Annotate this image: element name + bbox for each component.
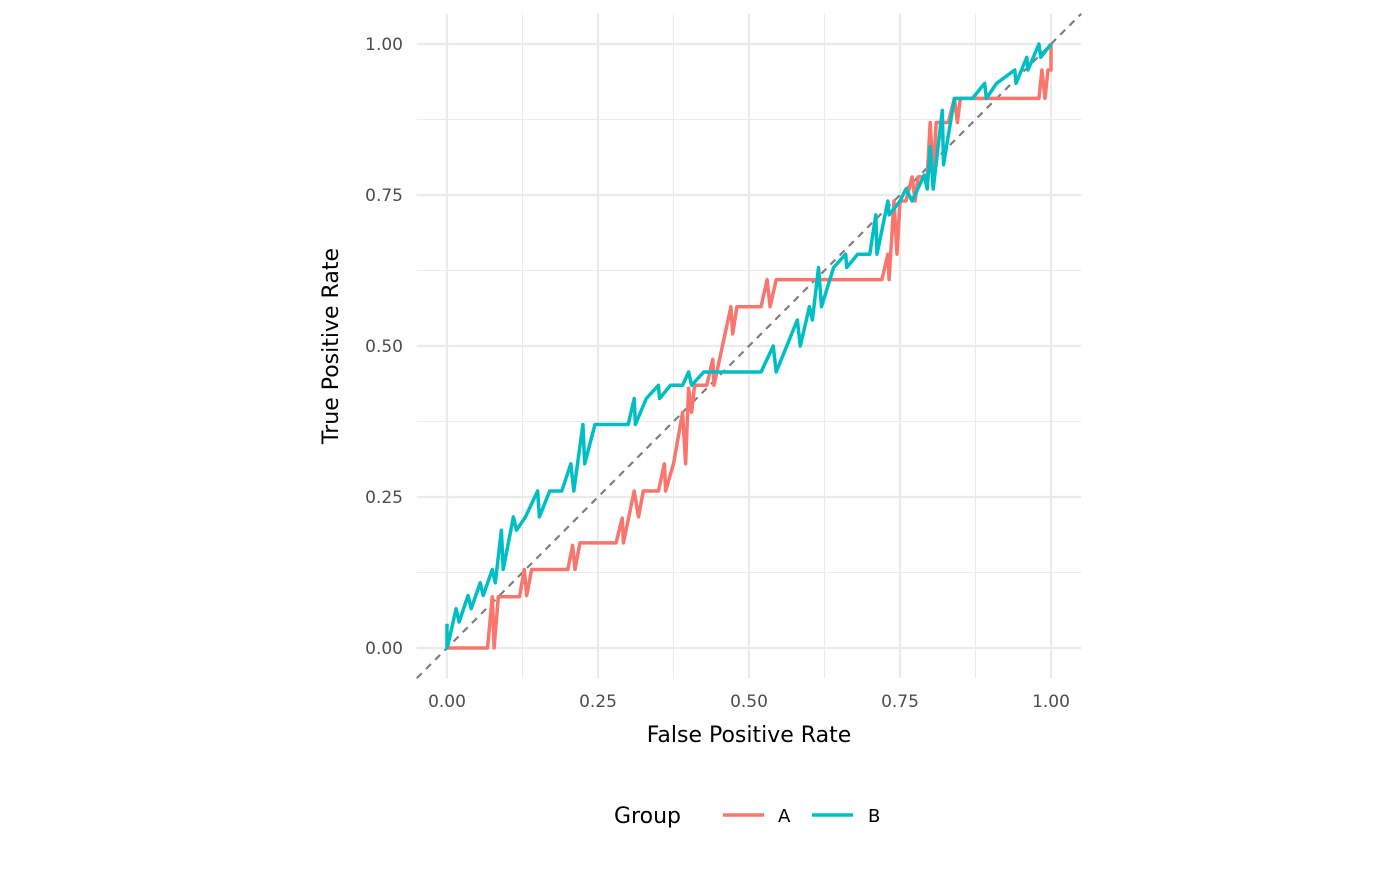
series-line-b xyxy=(445,42,1053,650)
series-lines xyxy=(445,42,1053,650)
y-tick-label: 0.25 xyxy=(365,488,403,508)
diagonal-reference-line xyxy=(416,13,1082,679)
series-line-a xyxy=(447,44,1053,650)
x-tick-labels: 0.00 0.25 0.50 0.75 1.00 xyxy=(428,692,1070,712)
y-axis-title: True Positive Rate xyxy=(319,248,344,445)
y-tick-labels: 0.00 0.25 0.50 0.75 1.00 xyxy=(365,35,403,659)
x-tick-label: 1.00 xyxy=(1032,692,1070,712)
legend-label-a: A xyxy=(778,806,791,827)
legend: Group A B xyxy=(614,804,880,829)
y-tick-label: 0.75 xyxy=(365,186,403,206)
x-tick-label: 0.50 xyxy=(730,692,768,712)
legend-title: Group xyxy=(614,804,681,829)
x-tick-label: 0.75 xyxy=(881,692,919,712)
legend-label-b: B xyxy=(868,806,880,827)
y-tick-label: 0.00 xyxy=(365,639,403,659)
y-tick-label: 1.00 xyxy=(365,35,403,55)
y-tick-label: 0.50 xyxy=(365,337,403,357)
x-tick-label: 0.00 xyxy=(428,692,466,712)
x-axis-title: False Positive Rate xyxy=(647,723,851,748)
x-tick-label: 0.25 xyxy=(579,692,617,712)
